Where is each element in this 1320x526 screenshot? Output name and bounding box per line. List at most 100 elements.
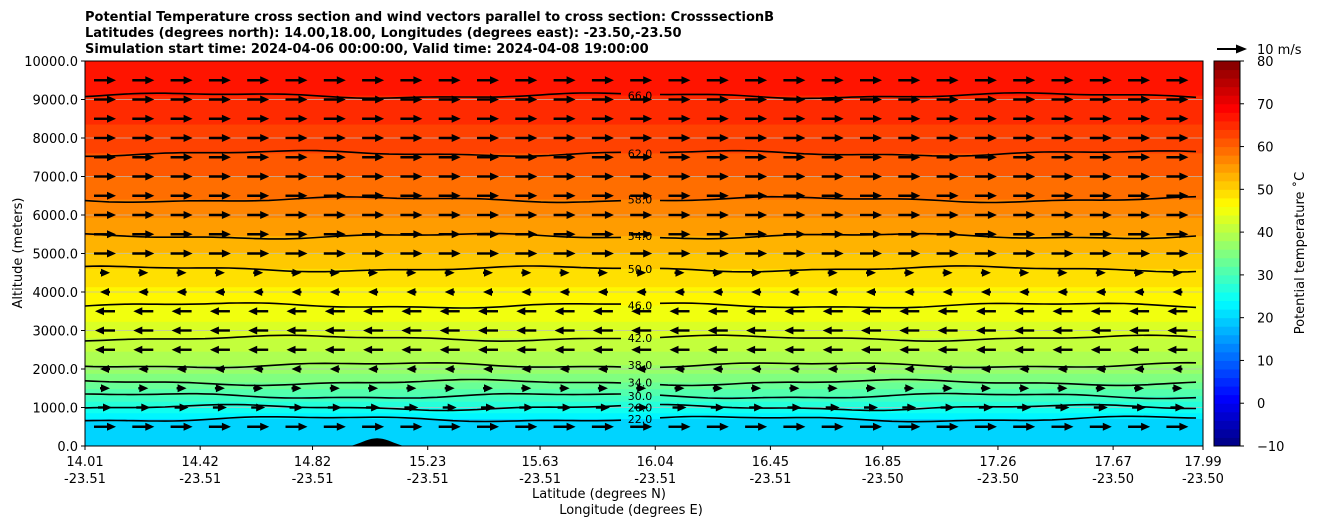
wind-vector: [712, 384, 723, 393]
wind-vector: [866, 288, 876, 296]
wind-vector: [324, 326, 345, 335]
wind-vector: [477, 230, 499, 239]
wind-vector: [860, 95, 882, 104]
wind-vector: [902, 403, 917, 412]
wind-vector: [171, 307, 192, 316]
colorbar-segment: [1214, 266, 1240, 276]
wind-vector: [712, 288, 723, 296]
colorbar-segment: [1214, 215, 1240, 225]
colorbar-segment: [1214, 61, 1240, 71]
wind-vector: [980, 268, 991, 277]
colorbar-label: Potential temperature ˚C: [1292, 172, 1308, 335]
wind-vector: [400, 114, 423, 123]
wind-vector: [1051, 76, 1074, 85]
wind-vector: [170, 95, 193, 104]
contour-58.0-left: [85, 196, 622, 204]
wind-vector: [323, 191, 346, 200]
x-tick-label-lon: -23.51: [179, 472, 221, 487]
wind-vector: [1166, 134, 1189, 142]
wind-vector: [636, 384, 647, 393]
colorbar-segment: [1214, 163, 1240, 173]
wind-vector: [974, 422, 997, 431]
wind-vector: [170, 172, 193, 181]
wind-vector: [864, 403, 878, 412]
wind-vector: [176, 268, 187, 277]
colorbar-segment: [1214, 360, 1240, 370]
wind-vector: [438, 153, 461, 162]
wind-vector: [94, 114, 116, 123]
wind-vector: [866, 365, 876, 373]
wind-vector: [1089, 76, 1112, 85]
wind-vector: [751, 365, 762, 373]
wind-vector: [668, 211, 691, 219]
wind-vector: [329, 268, 340, 277]
wind-vector: [439, 326, 460, 335]
wind-vector: [515, 422, 538, 431]
wind-vector: [866, 384, 876, 393]
wind-key-arrow: [1217, 44, 1247, 54]
wind-vector: [1089, 114, 1112, 123]
wind-vector: [329, 365, 340, 373]
wind-vector: [1019, 384, 1030, 393]
wind-vector: [553, 191, 576, 200]
wind-vector: [591, 134, 614, 142]
contour-42.0-left: [85, 334, 621, 343]
wind-vector: [1019, 288, 1030, 296]
wind-vector: [253, 365, 264, 373]
contour-62.0-right: [660, 149, 1197, 157]
colorbar-segment: [1214, 189, 1240, 199]
wind-vector: [323, 211, 346, 219]
wind-vector: [936, 114, 959, 123]
wind-vector: [706, 422, 729, 431]
wind-vector: [1051, 134, 1074, 142]
colorbar-tick-label: 20: [1257, 312, 1274, 327]
wind-vector: [1134, 384, 1145, 393]
colorbar-segment: [1214, 232, 1240, 242]
wind-vector: [745, 76, 768, 85]
wind-vector: [516, 326, 537, 335]
wind-vector: [170, 153, 193, 162]
wind-vector: [668, 134, 691, 142]
wind-vector: [668, 422, 691, 431]
wind-vector: [553, 76, 576, 85]
wind-vector: [362, 153, 385, 162]
contour-label-38.0: 38.0: [628, 359, 653, 372]
wind-vector: [214, 384, 225, 393]
colorbar-segment: [1214, 369, 1240, 379]
wind-vector: [1014, 345, 1035, 354]
x-tick-label-lon: -23.51: [64, 472, 106, 487]
wind-vector: [974, 76, 997, 85]
wind-vector: [1129, 345, 1150, 354]
wind-vector: [630, 95, 653, 104]
wind-vector: [783, 191, 806, 200]
wind-vector: [477, 95, 499, 104]
colorbar-segment: [1214, 257, 1240, 267]
wind-vector: [1051, 191, 1074, 200]
x-tick-label-lon: -23.51: [749, 472, 791, 487]
wind-vector: [827, 268, 838, 277]
terrain-profile: [349, 438, 406, 446]
wind-vector: [861, 345, 881, 354]
wind-vector: [1051, 249, 1074, 258]
wind-vector: [400, 191, 423, 200]
wind-vector: [95, 307, 115, 316]
wind-vector: [477, 114, 499, 123]
wind-vector: [634, 403, 649, 412]
wind-vector: [591, 76, 614, 85]
wind-vector: [323, 153, 346, 162]
wind-vector: [974, 114, 997, 123]
wind-vector: [291, 384, 302, 393]
wind-vector: [592, 345, 613, 354]
wind-vector: [1166, 191, 1189, 200]
wind-vector: [1057, 268, 1068, 277]
wind-vector: [745, 191, 768, 200]
wind-vector: [1128, 230, 1151, 239]
wind-vector: [1017, 403, 1032, 412]
contour-labels: 22.026.030.034.0 38.0 42.0 46.0 50.0 54.0 58.0…: [628, 90, 653, 426]
wind-vector: [559, 268, 570, 277]
wind-vector: [554, 307, 575, 316]
wind-vector: [706, 211, 729, 219]
wind-vector: [400, 153, 423, 162]
wind-vector: [707, 307, 728, 316]
wind-vector: [170, 422, 193, 431]
